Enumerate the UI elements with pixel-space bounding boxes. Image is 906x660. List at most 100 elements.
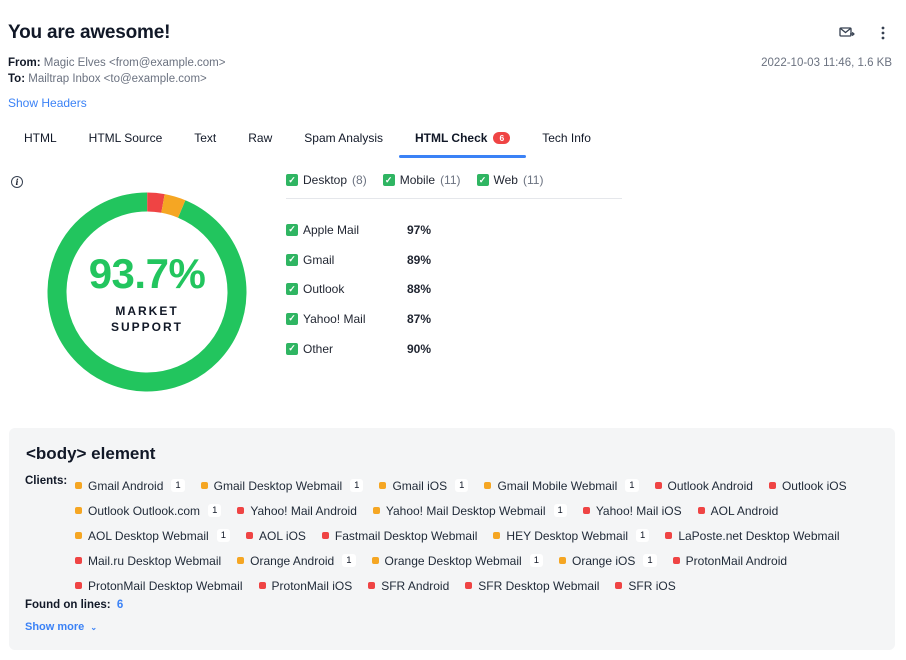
client-chip[interactable]: SFR Android bbox=[368, 579, 449, 593]
client-chip-row: Mail.ru Desktop Webmail Orange Android 1 Or… bbox=[75, 548, 895, 573]
show-more-button[interactable]: Show more ⌄ bbox=[25, 621, 97, 633]
status-dot-icon bbox=[665, 532, 673, 539]
client-chip[interactable]: Outlook iOS bbox=[768, 478, 847, 493]
client-chip-name: SFR iOS bbox=[628, 578, 676, 593]
status-dot-icon bbox=[75, 482, 82, 489]
client-chip-row: AOL Desktop Webmail 1 AOL iOS Fastmail Desk… bbox=[75, 523, 895, 548]
client-row-gmail[interactable]: ✓ Gmail 89% bbox=[286, 245, 431, 275]
client-chip[interactable]: Fastmail Desktop Webmail bbox=[321, 529, 477, 543]
client-chip-name: Mail.ru Desktop Webmail bbox=[88, 553, 222, 568]
client-chip[interactable]: Outlook Outlook.com 1 bbox=[75, 504, 222, 518]
client-row-apple-mail[interactable]: ✓ Apple Mail 97% bbox=[286, 215, 431, 245]
client-chip[interactable]: SFR Desktop Webmail bbox=[465, 579, 599, 593]
tab-raw[interactable]: Raw bbox=[232, 120, 288, 156]
filter-web-count: (11) bbox=[522, 173, 544, 187]
forward-mail-icon[interactable] bbox=[838, 24, 856, 42]
from-value: Magic Elves <from@example.com> bbox=[43, 57, 226, 69]
checkbox-checked-icon[interactable]: ✓ bbox=[286, 342, 298, 355]
status-dot-icon bbox=[654, 482, 662, 489]
donut-segment-partial bbox=[47, 192, 247, 392]
tab-html-check[interactable]: HTML Check 6 bbox=[398, 120, 527, 158]
info-icon[interactable]: i bbox=[11, 176, 23, 188]
checkbox-checked-icon[interactable]: ✓ bbox=[286, 174, 298, 186]
client-chip-name: Outlook iOS bbox=[781, 478, 847, 493]
tab-html[interactable]: HTML bbox=[8, 120, 73, 156]
status-dot-icon bbox=[697, 507, 705, 514]
status-dot-icon bbox=[246, 532, 254, 539]
client-chip-name: SFR Desktop Webmail bbox=[478, 578, 600, 593]
client-chip-name: Gmail Desktop Webmail bbox=[213, 478, 343, 493]
tab-html-label: HTML bbox=[24, 131, 57, 145]
checkbox-checked-icon[interactable]: ✓ bbox=[476, 174, 489, 186]
client-chip-name: ProtonMail iOS bbox=[271, 578, 353, 593]
client-chip-count: 1 bbox=[455, 479, 469, 492]
client-chip[interactable]: LaPoste.net Desktop Webmail bbox=[665, 529, 840, 543]
client-chip[interactable]: Yahoo! Mail Android bbox=[237, 504, 357, 518]
tab-html-source-label: HTML Source bbox=[88, 131, 163, 145]
client-row-other[interactable]: ✓ Other 90% bbox=[286, 334, 431, 364]
status-dot-icon bbox=[258, 582, 266, 589]
client-chip[interactable]: Orange Desktop Webmail 1 bbox=[371, 554, 543, 568]
client-chip[interactable]: Gmail Desktop Webmail 1 bbox=[200, 478, 364, 493]
client-percent: 97% bbox=[407, 222, 432, 237]
client-chip[interactable]: AOL Desktop Webmail 1 bbox=[75, 529, 231, 543]
status-dot-icon bbox=[75, 582, 82, 589]
show-more-label: Show more bbox=[25, 621, 85, 633]
filters-divider bbox=[286, 198, 622, 199]
client-name: Outlook bbox=[303, 282, 345, 297]
checkbox-checked-icon[interactable]: ✓ bbox=[286, 283, 298, 296]
client-chip[interactable]: ProtonMail Android bbox=[672, 554, 787, 568]
client-chip[interactable]: Gmail iOS 1 bbox=[379, 478, 469, 493]
status-dot-icon bbox=[321, 532, 329, 539]
status-dot-icon bbox=[582, 507, 590, 514]
market-support-label: MARKET SUPPORT bbox=[47, 303, 247, 335]
client-chip[interactable]: Gmail Mobile Webmail 1 bbox=[484, 478, 639, 493]
tab-bar: HTML HTML Source Text Raw Spam Analysis … bbox=[8, 120, 607, 158]
client-chip[interactable]: SFR iOS bbox=[615, 578, 676, 593]
filter-web[interactable]: ✓ Web (11) bbox=[476, 173, 544, 187]
affected-clients-list: Gmail Android 1 Gmail Desktop Webmail 1 Gmai… bbox=[75, 473, 895, 598]
client-chip-name: Outlook Android bbox=[667, 478, 753, 493]
status-dot-icon bbox=[75, 507, 82, 514]
client-row-yahoo-mail[interactable]: ✓ Yahoo! Mail 87% bbox=[286, 304, 431, 334]
tab-spam-analysis[interactable]: Spam Analysis bbox=[288, 120, 399, 156]
status-dot-icon bbox=[672, 557, 680, 564]
client-chip[interactable]: Orange iOS 1 bbox=[559, 554, 657, 568]
to-row: To: Mailtrap Inbox <to@example.com> bbox=[8, 73, 207, 85]
status-dot-icon bbox=[615, 582, 623, 589]
checkbox-checked-icon[interactable]: ✓ bbox=[286, 223, 298, 236]
client-chip-count: 1 bbox=[636, 529, 650, 542]
status-dot-icon bbox=[75, 532, 82, 539]
client-row-outlook[interactable]: ✓ Outlook 88% bbox=[286, 274, 431, 304]
tab-text[interactable]: Text bbox=[178, 120, 232, 156]
client-chip[interactable]: Outlook Android bbox=[654, 478, 753, 493]
client-chip-row: Gmail Android 1 Gmail Desktop Webmail 1 Gmai… bbox=[75, 473, 895, 498]
show-headers-link[interactable]: Show Headers bbox=[8, 96, 87, 110]
filter-mobile-label: Mobile bbox=[399, 173, 436, 187]
tab-tech-info[interactable]: Tech Info bbox=[526, 120, 607, 156]
client-chip[interactable]: Gmail Android 1 bbox=[75, 479, 185, 493]
tab-raw-label: Raw bbox=[248, 131, 273, 145]
found-on-lines-value[interactable]: 6 bbox=[116, 599, 124, 611]
client-chip[interactable]: Mail.ru Desktop Webmail bbox=[75, 554, 221, 568]
more-vertical-icon[interactable] bbox=[874, 24, 892, 42]
client-chip[interactable]: Yahoo! Mail iOS bbox=[582, 504, 682, 518]
checkbox-checked-icon[interactable]: ✓ bbox=[286, 253, 298, 266]
client-chip-name: Gmail iOS bbox=[392, 478, 448, 493]
client-chip[interactable]: AOL Android bbox=[697, 504, 778, 518]
status-dot-icon bbox=[200, 482, 208, 489]
date-size: 2022-10-03 11:46, 1.6 KB bbox=[761, 57, 892, 69]
checkbox-checked-icon[interactable]: ✓ bbox=[382, 174, 395, 186]
client-chip[interactable]: ProtonMail Desktop Webmail bbox=[75, 579, 243, 593]
client-chip[interactable]: Orange Android 1 bbox=[237, 554, 356, 568]
client-chip[interactable]: ProtonMail iOS bbox=[258, 578, 353, 593]
filter-mobile[interactable]: ✓ Mobile (11) bbox=[382, 173, 461, 187]
client-chip[interactable]: AOL iOS bbox=[246, 529, 306, 543]
client-chip-name: Gmail Mobile Webmail bbox=[497, 478, 618, 493]
filter-desktop[interactable]: ✓ Desktop (8) bbox=[286, 173, 367, 187]
tab-html-source[interactable]: HTML Source bbox=[73, 120, 179, 156]
checkbox-checked-icon[interactable]: ✓ bbox=[286, 312, 298, 325]
client-chip[interactable]: Yahoo! Mail Desktop Webmail 1 bbox=[372, 504, 567, 518]
from-label: From: bbox=[8, 57, 41, 69]
client-chip[interactable]: HEY Desktop Webmail 1 bbox=[493, 529, 650, 543]
